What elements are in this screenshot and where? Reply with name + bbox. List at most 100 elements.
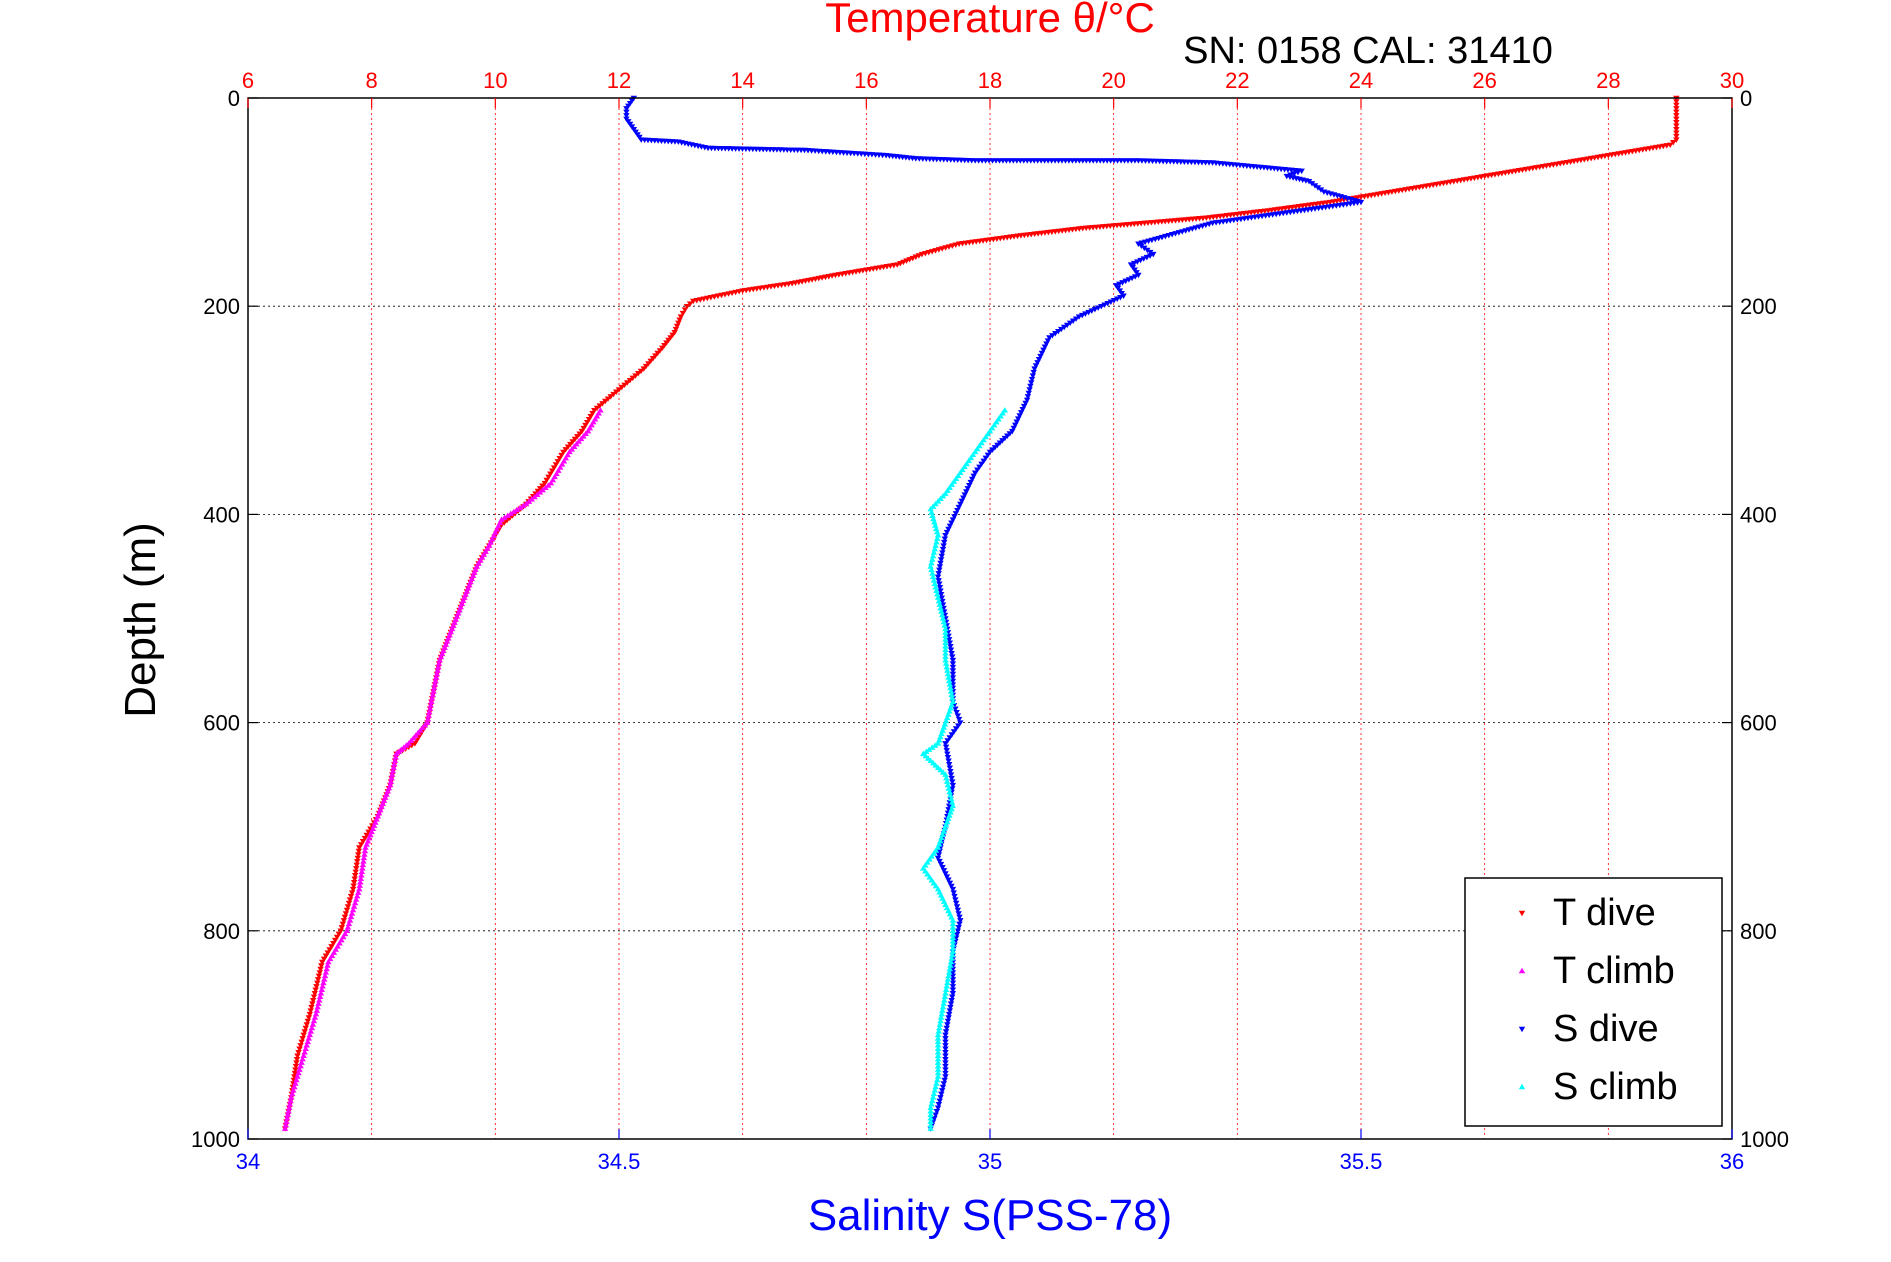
tick-label-depth-right: 600 xyxy=(1740,711,1777,736)
data-point-t-climb xyxy=(325,958,332,965)
data-point-s-dive xyxy=(1125,277,1133,283)
data-point-s-climb xyxy=(934,1069,942,1076)
data-point-t-climb xyxy=(523,500,530,507)
data-point-s-dive xyxy=(963,489,970,495)
data-point-s-dive xyxy=(976,464,983,471)
data-point-s-climb xyxy=(929,512,936,518)
data-point-t-dive xyxy=(318,963,325,969)
data-point-s-dive xyxy=(1134,259,1141,265)
data-point-s-dive xyxy=(1069,318,1077,324)
legend-entries: T dive T climb S dive S climb xyxy=(1518,892,1678,1108)
data-point-s-dive xyxy=(940,543,947,549)
data-point-t-dive xyxy=(352,869,359,876)
data-point-t-climb xyxy=(281,1125,289,1131)
data-point-s-climb xyxy=(929,573,937,580)
data-point-t-climb xyxy=(426,708,433,715)
data-point-t-climb xyxy=(361,847,369,854)
data-point-s-climb xyxy=(934,1049,942,1055)
data-point-t-dive xyxy=(580,425,587,432)
tick-label-temperature: 18 xyxy=(978,68,1002,93)
data-point-s-climb xyxy=(945,972,952,979)
data-point-t-dive xyxy=(291,1070,299,1077)
data-point-s-dive xyxy=(958,498,966,505)
data-point-t-climb xyxy=(314,1003,321,1010)
data-point-t-climb xyxy=(306,1031,314,1038)
data-point-s-climb xyxy=(934,1045,942,1052)
x-axis-label: Salinity S(PSS-78) xyxy=(808,1191,1172,1240)
data-point-t-climb xyxy=(310,1017,318,1024)
data-point-s-climb xyxy=(946,788,953,795)
data-point-s-dive xyxy=(936,581,943,587)
data-point-t-climb xyxy=(347,913,355,920)
data-point-s-dive xyxy=(943,1025,950,1032)
data-point-s-dive xyxy=(931,1115,938,1122)
data-point-s-dive xyxy=(936,567,943,574)
data-point-t-dive xyxy=(359,839,367,845)
legend-label-s-climb: S climb xyxy=(1553,1066,1678,1108)
data-point-t-climb xyxy=(358,868,366,875)
data-point-s-climb xyxy=(942,639,949,646)
data-point-t-climb xyxy=(316,997,323,1003)
data-point-t-climb xyxy=(507,510,514,516)
data-point-s-dive xyxy=(940,868,948,874)
data-point-t-climb xyxy=(435,660,443,666)
data-point-t-climb xyxy=(319,983,326,989)
data-point-s-climb xyxy=(948,795,955,802)
legend-marker-t-climb xyxy=(1518,967,1526,974)
data-point-s-climb xyxy=(937,495,944,502)
data-point-s-dive xyxy=(945,877,952,883)
data-point-s-dive xyxy=(935,1102,943,1108)
data-point-t-climb xyxy=(311,1014,319,1020)
data-point-s-climb xyxy=(942,656,949,663)
data-point-s-dive xyxy=(949,991,957,997)
data-point-s-dive xyxy=(957,720,964,726)
data-point-t-climb xyxy=(525,498,533,504)
data-point-t-climb xyxy=(317,990,325,996)
data-point-s-dive xyxy=(1137,257,1144,264)
data-point-s-dive xyxy=(946,523,954,530)
data-point-s-climb xyxy=(930,515,937,522)
tick-label-salinity: 36 xyxy=(1720,1149,1744,1174)
data-point-s-climb xyxy=(938,608,945,614)
data-point-s-climb xyxy=(946,965,954,972)
data-point-s-dive xyxy=(949,886,957,893)
data-point-t-dive xyxy=(545,474,552,481)
data-point-s-dive xyxy=(942,1053,949,1059)
data-point-t-climb xyxy=(545,482,552,488)
data-point-t-dive xyxy=(319,959,326,966)
data-point-t-climb xyxy=(431,681,439,687)
data-point-s-climb xyxy=(945,677,953,684)
data-point-s-climb xyxy=(945,674,952,680)
tick-label-salinity: 35.5 xyxy=(1340,1149,1383,1174)
data-point-s-climb xyxy=(933,538,940,545)
data-point-s-climb xyxy=(927,1121,934,1128)
data-point-s-climb xyxy=(937,604,944,611)
data-point-t-dive xyxy=(1673,133,1680,140)
data-point-s-dive xyxy=(952,935,960,941)
data-point-s-climb xyxy=(949,944,957,951)
data-point-t-climb xyxy=(436,656,443,663)
data-point-t-dive xyxy=(679,310,687,317)
data-point-s-climb xyxy=(949,920,957,927)
data-point-s-climb xyxy=(934,1073,942,1079)
data-point-s-climb xyxy=(943,663,950,670)
series-s-climb xyxy=(920,407,1009,1131)
data-point-t-climb xyxy=(288,1094,295,1100)
data-point-s-dive xyxy=(946,640,954,646)
data-point-s-climb xyxy=(943,778,951,784)
data-point-t-climb xyxy=(321,976,328,982)
data-point-s-dive xyxy=(949,984,957,990)
data-point-t-dive xyxy=(349,886,357,893)
data-point-t-dive xyxy=(308,1004,315,1011)
data-point-t-climb xyxy=(296,1066,303,1072)
data-point-s-dive xyxy=(623,113,630,119)
data-point-s-dive xyxy=(938,1091,945,1098)
data-point-t-climb xyxy=(282,1121,289,1128)
data-point-t-dive xyxy=(295,1050,302,1056)
data-point-s-dive xyxy=(956,921,963,928)
data-point-s-dive xyxy=(1063,322,1071,329)
data-point-s-climb xyxy=(947,958,955,965)
data-point-s-climb xyxy=(948,799,956,805)
data-point-t-climb xyxy=(346,917,354,923)
